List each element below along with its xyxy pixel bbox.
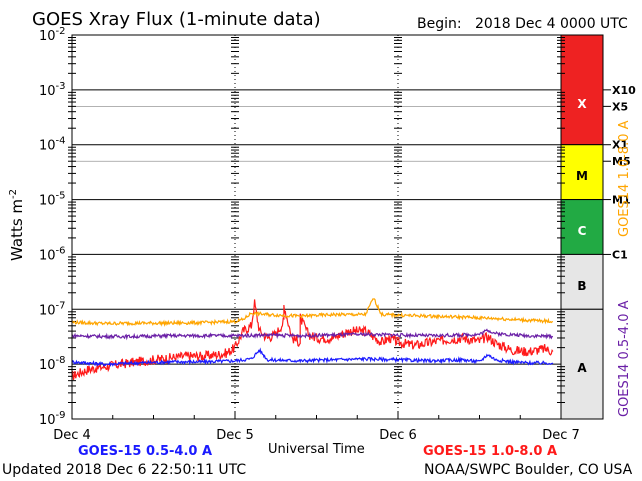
threshold-label: X10 <box>612 84 636 97</box>
y-tick-label: 10-3 <box>39 81 66 99</box>
legend-goes15-short: GOES-15 0.5-4.0 A <box>78 444 212 459</box>
begin-value: 2018 Dec 4 0000 UTC <box>475 16 628 32</box>
x-tick-label: Dec 4 <box>53 428 91 443</box>
begin-label: Begin: <box>417 16 462 32</box>
y-axis-title-exp: -2 <box>8 189 19 199</box>
y-axis-title-text: Watts m <box>8 199 26 261</box>
y-tick-label: 10-6 <box>39 245 66 263</box>
y-tick-exponent: -4 <box>56 136 66 147</box>
threshold-label: X5 <box>612 100 628 113</box>
x-tick-label: Dec 5 <box>216 428 254 443</box>
x-axis-title: Universal Time <box>268 442 365 457</box>
chart-title: GOES Xray Flux (1-minute data) <box>32 9 321 30</box>
y-tick-label: 10-2 <box>39 26 66 44</box>
flare-class-bar: X M C B A <box>560 34 604 420</box>
y-tick-exponent: -2 <box>56 26 66 37</box>
flare-class-label: B <box>577 279 586 293</box>
series-line-3 <box>71 328 554 341</box>
flare-class-label: A <box>577 361 587 375</box>
series-line-1 <box>71 347 554 367</box>
flare-class-band <box>560 253 604 310</box>
threshold-label: M1 <box>612 194 631 207</box>
x-tick-label: Dec 6 <box>379 428 417 443</box>
y-tick-label: 10-9 <box>39 410 66 428</box>
y-tick-mantissa: 10 <box>39 358 56 373</box>
threshold-label: C1 <box>612 248 628 261</box>
threshold-label: X1 <box>612 139 628 152</box>
threshold-label: M5 <box>612 155 631 168</box>
legend-goes15-long: GOES-15 1.0-8.0 A <box>423 444 557 459</box>
flare-class-band <box>560 144 604 201</box>
y-tick-exponent: -5 <box>56 191 66 202</box>
flare-class-label: M <box>576 169 588 183</box>
y-tick-mantissa: 10 <box>39 194 56 209</box>
flare-class-label: C <box>578 224 587 238</box>
y-tick-mantissa: 10 <box>39 29 56 44</box>
flare-class-band <box>560 199 604 255</box>
series-line-0 <box>71 299 554 381</box>
y-tick-label: 10-4 <box>39 136 66 154</box>
goes14-short-label: GOES14 0.5-4.0 A <box>617 300 632 417</box>
source-credit: NOAA/SWPC Boulder, CO USA <box>424 462 633 478</box>
y-tick-exponent: -7 <box>56 300 66 311</box>
y-axis-title: Watts m-2 <box>8 189 26 261</box>
flare-class-band <box>560 34 604 146</box>
y-tick-mantissa: 10 <box>39 84 56 99</box>
flare-class-label: X <box>577 97 587 111</box>
y-tick-exponent: -6 <box>56 245 66 256</box>
x-tick-label: Dec 7 <box>542 428 580 443</box>
y-tick-exponent: -3 <box>56 81 66 92</box>
updated-timestamp: Updated 2018 Dec 6 22:50:11 UTC <box>2 462 246 478</box>
series-layer <box>71 298 554 381</box>
y-tick-label: 10-7 <box>39 300 66 318</box>
goes14-long-label: GOES14 1.0-8.0 A <box>617 120 632 237</box>
series-line-2 <box>71 298 554 328</box>
y-tick-labels: 10-910-810-710-610-510-410-310-2 <box>39 26 66 428</box>
y-tick-exponent: -9 <box>56 410 66 421</box>
flare-class-band <box>560 308 604 420</box>
y-tick-mantissa: 10 <box>39 248 56 263</box>
y-tick-mantissa: 10 <box>39 413 56 428</box>
plot-frame <box>71 34 562 420</box>
y-tick-label: 10-8 <box>39 355 66 373</box>
y-tick-mantissa: 10 <box>39 139 56 154</box>
y-tick-label: 10-5 <box>39 191 66 209</box>
threshold-labels: X10 X5 X1 M5 M1 C1 <box>603 84 636 261</box>
y-tick-mantissa: 10 <box>39 303 56 318</box>
y-tick-exponent: -8 <box>56 355 66 366</box>
x-tick-labels: Dec 4 Dec 5 Dec 6 Dec 7 <box>53 428 580 443</box>
